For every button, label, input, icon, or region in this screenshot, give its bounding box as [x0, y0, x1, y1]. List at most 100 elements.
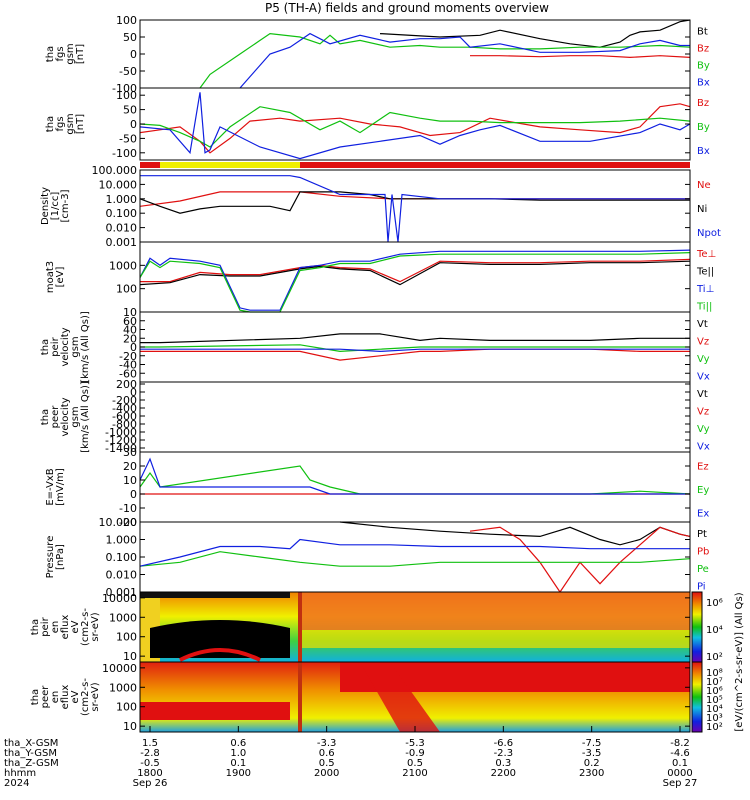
- x-tick-label: -3.5: [582, 748, 602, 759]
- spectrogram-arc: [179, 648, 261, 662]
- y-axis-label: eflux: [60, 615, 71, 640]
- y-tick-label: -20: [119, 516, 137, 529]
- legend-entry: Ey: [697, 485, 709, 496]
- x-tick-label: -2.3: [494, 748, 514, 759]
- y-axis-label: sr-eV): [90, 682, 101, 711]
- y-axis-label: eflux: [60, 685, 71, 710]
- y-tick-label: -20: [119, 350, 137, 363]
- colorbar-scale: [691, 661, 703, 733]
- x-tick-label: 1.0: [230, 748, 246, 759]
- x-tick-label: -0.9: [405, 748, 425, 759]
- y-axis-label: [nPa]: [55, 544, 66, 570]
- panel-flag: [140, 162, 690, 168]
- x-tick-label: 0.5: [407, 758, 423, 769]
- panel-spec-ions: 10000 1000 100 10 tha peir en eflux eV (cm2-s-sr-…: [30, 591, 691, 663]
- x-tick-label: 0.6: [319, 748, 335, 759]
- y-axis-label: [nT]: [75, 114, 86, 134]
- y-tick-label: -10: [119, 502, 137, 515]
- y-axis-label: velocity: [60, 397, 71, 436]
- x-tick-label: -5.3: [405, 738, 425, 749]
- legend-entry: Ex: [697, 508, 709, 519]
- x-tick-label: -4.6: [670, 748, 690, 759]
- series-Ti-line: [139, 249, 691, 311]
- y-tick-label: -50: [119, 132, 137, 145]
- legend-entry: Pe: [697, 564, 709, 575]
- legend-entry: Ez: [697, 462, 709, 473]
- series-Te-line: [140, 258, 691, 283]
- x-tick-label: -8.2: [670, 738, 690, 749]
- series-By-line: [199, 32, 691, 89]
- y-axis-label: [nT]: [75, 44, 86, 64]
- y-axis-label: tha: [40, 409, 51, 425]
- y-axis-label: tha: [45, 46, 56, 62]
- x-tick-label: 0.2: [584, 758, 600, 769]
- y-tick-label: 50: [123, 31, 137, 44]
- x-tick-label: Sep 27: [663, 778, 698, 789]
- series-Ex-line: [139, 457, 690, 495]
- y-tick-label: 100: [116, 631, 137, 644]
- y-axis-label: (cm2-s-: [80, 608, 91, 646]
- x-tick-label: 0.3: [495, 758, 511, 769]
- y-axis-label: velocity: [60, 327, 71, 366]
- legend-entry: Vy: [697, 354, 710, 365]
- y-tick-label: 0: [130, 488, 137, 501]
- panel-fgs-sm: 100 500-50 -100 tha fgs gsm [nT] Bz By Bx: [45, 87, 710, 161]
- y-tick-label: -40: [119, 359, 137, 372]
- y-axis-label: tha: [45, 116, 56, 132]
- y-axis-label: gsm: [65, 43, 76, 64]
- figure-title: P5 (TH-A) fields and ground moments over…: [265, 1, 549, 15]
- spectrogram-band: [298, 592, 302, 662]
- time-axis: tha_X-GSM 1.5 0.6 -3.3 -5.3 -6.6 -7.5 -8.2tha_Y…: [4, 726, 697, 789]
- x-tick-label: 2300: [579, 768, 604, 779]
- x-tick-label: 0.6: [230, 738, 246, 749]
- y-tick-label: -100: [112, 147, 137, 160]
- y-tick-label: 10: [123, 306, 137, 319]
- y-axis-label: eV: [70, 690, 81, 703]
- y-tick-label: 200: [116, 378, 137, 391]
- x-row-label: hhmm: [4, 768, 36, 779]
- spectrogram-band: [298, 662, 302, 732]
- y-axis-label: gsm: [70, 406, 81, 427]
- y-axis-label: fgs: [55, 116, 66, 131]
- y-tick-label: -200: [112, 394, 137, 407]
- series-Vy-line: [140, 344, 690, 353]
- legend-entry: Bx: [697, 78, 710, 89]
- y-axis-label: peer: [40, 685, 51, 709]
- x-tick-label: -7.5: [582, 738, 602, 749]
- legend-entry: Ti||: [696, 301, 712, 312]
- y-tick-label: -100: [112, 82, 137, 95]
- y-axis-label: [km/s (All Qs)]: [80, 311, 91, 383]
- x-tick-label: 2000: [314, 768, 339, 779]
- x-tick-label: -2.8: [140, 748, 160, 759]
- series-Bx-line: [139, 92, 691, 160]
- flag-segment: [300, 162, 690, 168]
- y-tick-label: 20: [123, 332, 137, 345]
- x-tick-label: 0.1: [230, 758, 246, 769]
- legend-entry: Vt: [697, 319, 708, 330]
- series-Pt-line: [339, 521, 691, 546]
- y-tick-label: 1000: [109, 681, 137, 694]
- x-tick-label: 1900: [226, 768, 251, 779]
- y-tick-label: 1.000: [106, 534, 138, 547]
- y-axis-label: Density: [40, 187, 51, 225]
- panel-temp: 1000 100 10 moat3 [eV] Te⊥ Te|| Ti⊥ Ti||: [45, 241, 716, 319]
- colorbar-tick-label: 10⁶: [706, 686, 723, 697]
- y-axis-label: [1/cc]: [50, 192, 61, 221]
- y-axis-label: Pressure: [45, 536, 56, 579]
- panel-frame: [139, 19, 691, 89]
- legend-entry: Vy: [697, 424, 710, 435]
- y-tick-label: 10.000: [99, 516, 138, 529]
- spectrogram-gap: [150, 620, 290, 658]
- y-axis-label: [cm-3]: [60, 189, 71, 222]
- colorbar-tick-label: 10⁸: [706, 668, 723, 679]
- colorbar-tick-label: 10⁷: [706, 677, 723, 688]
- panel-spec-elec: 10000 1000 100 10 tha peer en eflux eV (cm2-s-sr-…: [30, 661, 691, 733]
- y-tick-label: 10: [123, 720, 137, 733]
- spectrogram-band: [360, 662, 440, 732]
- y-axis-label: fgs: [55, 46, 66, 61]
- series-Ti-line: [139, 252, 691, 313]
